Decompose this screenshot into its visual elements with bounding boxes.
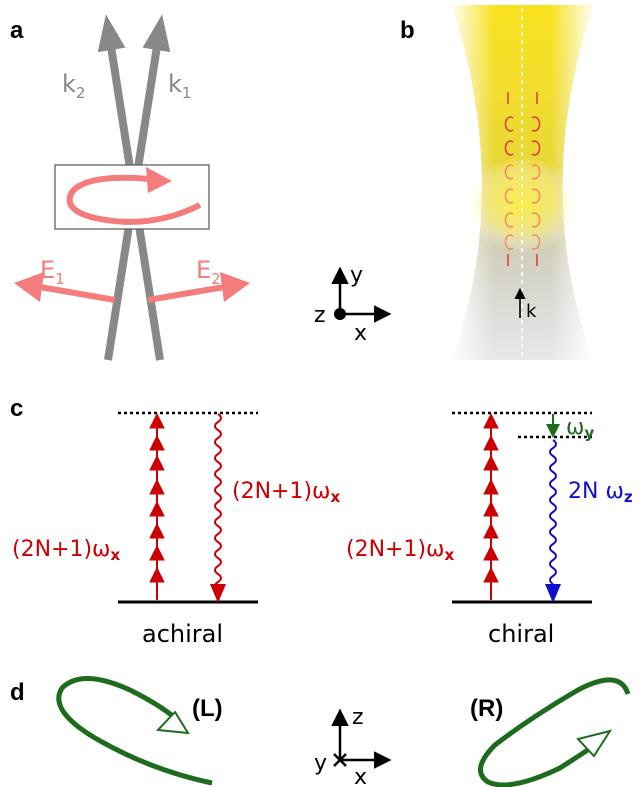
k1-label: k1 [168,70,191,102]
e1-label: E1 [40,256,65,288]
left-handed-ellipse-icon [56,676,213,786]
chiral-wy-arrow [546,414,560,438]
axis-d-z-label: z [352,705,364,730]
axes-d [331,708,392,769]
axis-d-x-label: x [354,765,367,787]
k2-label: k2 [62,70,85,102]
achiral-pump-arrows [149,412,165,600]
axis-y-label: y [350,263,363,288]
panel-a-label: a [10,17,24,44]
panel-c: c (2N+1)ωx (2N+1)ωx achiral [10,395,633,648]
axis-x-label: x [354,321,367,346]
z-axis-dot-icon [334,308,346,320]
right-hand-label: (R) [470,695,503,722]
chiral-caption: chiral [488,620,554,648]
chiral-pump-label: (2N+1)ωx [346,537,454,564]
panel-c-label: c [10,395,23,422]
panel-a: a k2 k1 E1 E2 [10,14,250,361]
panel-b: b k y z x [314,5,593,360]
chiral-wy-label: ωy [566,415,594,442]
right-handed-ellipse-icon [478,677,631,787]
focal-glow [464,157,580,253]
axis-d-y-label: y [314,751,327,776]
achiral-emission-label: (2N+1)ωx [232,479,340,506]
chiral-pump-arrows [483,412,499,600]
e2-arrow [147,272,250,303]
panel-d-label: d [10,679,25,706]
e2-label: E2 [196,256,221,288]
e1-arrow [14,272,116,303]
chiral-emission-arrow [545,439,561,603]
panel-d: d (L) z y x (R) [10,676,631,787]
achiral-emission-arrow [210,413,226,603]
polarization-pattern [504,92,541,266]
panel-b-label: b [400,17,415,44]
k-label: k [526,301,537,322]
circular-polarization-icon [66,167,202,225]
achiral-caption: achiral [142,620,223,648]
axes-b [331,266,392,323]
chiral-emission-label: 2N ωz [568,479,633,506]
axis-z-label: z [314,303,326,328]
left-hand-label: (L) [192,695,223,722]
achiral-pump-label: (2N+1)ωx [12,537,120,564]
